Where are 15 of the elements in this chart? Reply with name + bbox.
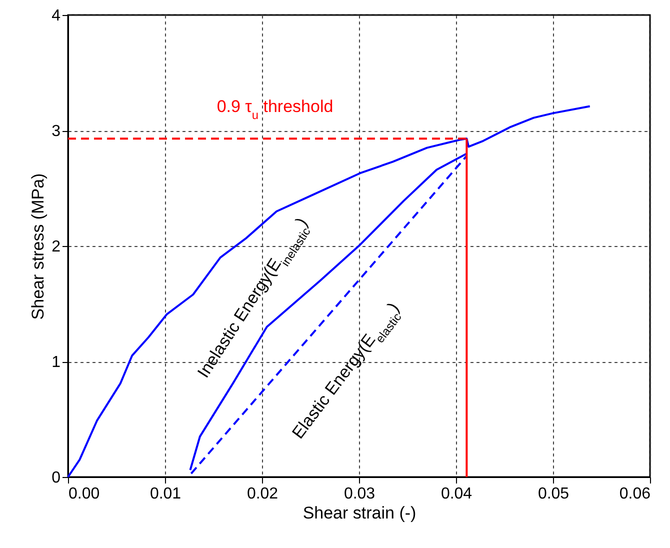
y-tick-label: 1	[52, 354, 61, 371]
x-tick-label: 0.06	[619, 486, 651, 502]
y-tick-label: 2	[52, 238, 61, 256]
x-tick-label: 0.04	[440, 486, 472, 502]
y-tick-label: 3	[52, 123, 61, 140]
x-tick-label: 0.02	[246, 486, 278, 502]
x-axis-title: Shear strain (-)	[302, 504, 416, 522]
y-axis-title: Shear stress (MPa)	[28, 173, 48, 320]
x-tick-label: 0.01	[150, 486, 182, 502]
annotation: 0.9 τ$_{u}$ threshold	[216, 97, 334, 122]
x-tick-label: 0.03	[344, 486, 376, 502]
x-tick-label: 0.00	[68, 486, 100, 502]
x-tick-label: 0.05	[538, 486, 570, 502]
y-tick-label: 4	[52, 8, 61, 24]
y-tick-label: 0	[52, 470, 61, 486]
